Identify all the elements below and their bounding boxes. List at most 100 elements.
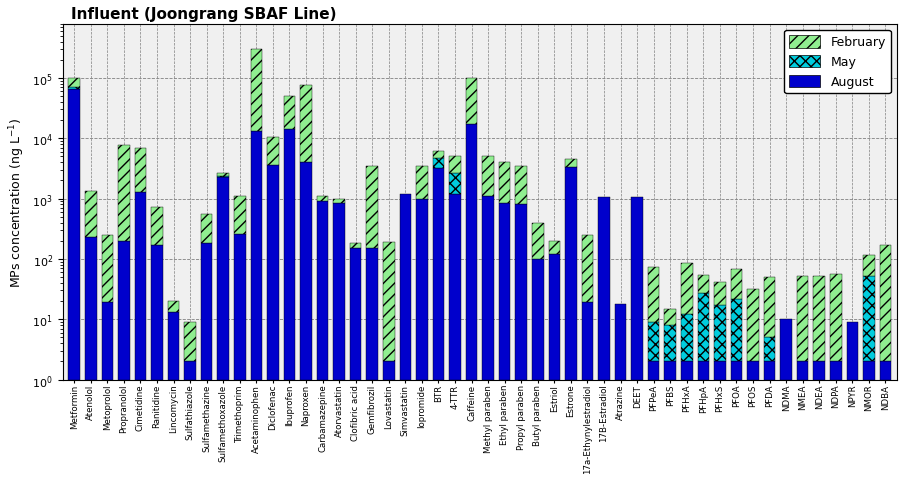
Bar [168, 312, 179, 380]
Text: Influent (Joongrang SBAF Line): Influent (Joongrang SBAF Line) [71, 7, 336, 22]
Bar [647, 361, 659, 380]
Bar [581, 303, 592, 380]
Bar [349, 244, 361, 249]
Bar [747, 289, 758, 361]
Bar [531, 223, 543, 259]
Bar [813, 361, 824, 380]
Bar [151, 208, 163, 245]
Bar [316, 202, 328, 380]
Bar [680, 315, 692, 361]
Bar [449, 173, 461, 194]
Bar [564, 159, 576, 167]
Bar [118, 146, 129, 241]
Bar [779, 320, 791, 380]
Bar [498, 204, 510, 380]
Bar [415, 199, 427, 380]
Bar [862, 255, 874, 276]
Bar [284, 97, 295, 130]
Bar [730, 270, 741, 299]
Bar [614, 304, 626, 380]
Bar [234, 196, 246, 234]
Bar [713, 361, 725, 380]
Bar [498, 163, 510, 204]
Bar [763, 361, 775, 380]
Bar [747, 361, 758, 380]
Bar [548, 241, 560, 254]
Bar [135, 149, 146, 192]
Bar [730, 299, 741, 361]
Bar [399, 194, 411, 380]
Bar [515, 167, 526, 205]
Bar [218, 173, 228, 176]
Bar [829, 274, 841, 361]
Bar [300, 86, 312, 163]
Bar [85, 238, 97, 380]
Bar [218, 176, 228, 178]
Bar [647, 322, 659, 361]
Bar [218, 178, 228, 380]
Bar [151, 245, 163, 380]
Bar [333, 199, 345, 204]
Bar [845, 322, 857, 380]
Bar [69, 90, 80, 380]
Bar [234, 234, 246, 380]
Bar [85, 192, 97, 238]
Bar [664, 325, 675, 361]
Bar [763, 277, 775, 337]
Bar [796, 361, 807, 380]
Bar [465, 79, 477, 125]
Bar [69, 79, 80, 88]
Bar [266, 166, 278, 380]
Bar [101, 303, 113, 380]
Bar [101, 236, 113, 303]
Bar [598, 198, 610, 380]
Bar [713, 306, 725, 361]
Bar [316, 197, 328, 202]
Bar [118, 241, 129, 380]
Bar [862, 361, 874, 380]
Y-axis label: MPs concentration (ng L$^{-1}$): MPs concentration (ng L$^{-1}$) [7, 117, 26, 287]
Bar [482, 197, 493, 380]
Bar [433, 159, 443, 169]
Bar [647, 267, 659, 322]
Bar [300, 163, 312, 380]
Bar [630, 198, 642, 380]
Bar [879, 246, 890, 361]
Bar [713, 282, 725, 306]
Bar [449, 194, 461, 380]
Bar [664, 361, 675, 380]
Bar [266, 137, 278, 166]
Bar [449, 157, 461, 173]
Bar [333, 204, 345, 380]
Bar [433, 169, 443, 380]
Bar [879, 361, 890, 380]
Bar [383, 242, 394, 361]
Bar [482, 156, 493, 197]
Bar [200, 215, 212, 244]
Bar [581, 236, 592, 303]
Legend: February, May, August: February, May, August [783, 31, 889, 94]
Bar [200, 244, 212, 380]
Bar [366, 167, 377, 249]
Bar [383, 361, 394, 380]
Bar [69, 88, 80, 90]
Bar [548, 254, 560, 380]
Bar [813, 276, 824, 361]
Bar [664, 309, 675, 325]
Bar [763, 337, 775, 361]
Bar [433, 152, 443, 159]
Bar [564, 167, 576, 380]
Bar [697, 276, 708, 294]
Bar [184, 361, 196, 380]
Bar [135, 192, 146, 380]
Bar [515, 205, 526, 380]
Bar [680, 361, 692, 380]
Bar [184, 322, 196, 361]
Bar [415, 167, 427, 199]
Bar [730, 361, 741, 380]
Bar [796, 276, 807, 361]
Bar [250, 50, 262, 132]
Bar [697, 361, 708, 380]
Bar [168, 301, 179, 312]
Bar [862, 276, 874, 361]
